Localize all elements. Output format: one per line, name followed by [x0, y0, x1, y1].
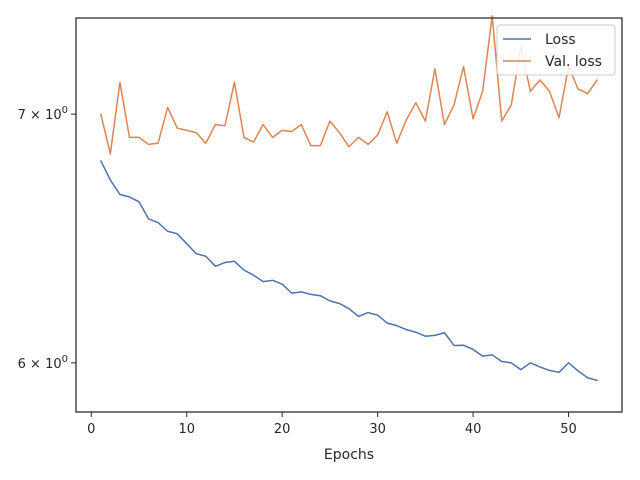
- x-tick-label: 50: [560, 422, 577, 437]
- y-tick-label: 7 × 100: [18, 105, 68, 123]
- plot-lines: [100, 15, 598, 382]
- x-axis: 0 10 20 30 40 50: [87, 412, 577, 437]
- x-tick-label: 0: [87, 422, 95, 437]
- y-axis: 7 × 100 6 × 100: [18, 105, 76, 372]
- x-tick-label: 20: [274, 422, 291, 437]
- x-axis-label: Epochs: [324, 447, 374, 463]
- legend-box: [496, 24, 616, 76]
- series-line-2: [100, 15, 598, 155]
- x-tick-label: 30: [369, 422, 386, 437]
- legend: Loss Val. loss: [496, 24, 616, 76]
- series-line-1: [100, 160, 598, 382]
- legend-label-2: Val. loss: [545, 54, 602, 70]
- y-tick-label: 6 × 100: [18, 354, 68, 372]
- plot-frame: [75, 17, 623, 413]
- legend-label-1: Loss: [545, 32, 576, 48]
- x-tick-label: 10: [178, 422, 195, 437]
- x-tick-label: 40: [465, 422, 482, 437]
